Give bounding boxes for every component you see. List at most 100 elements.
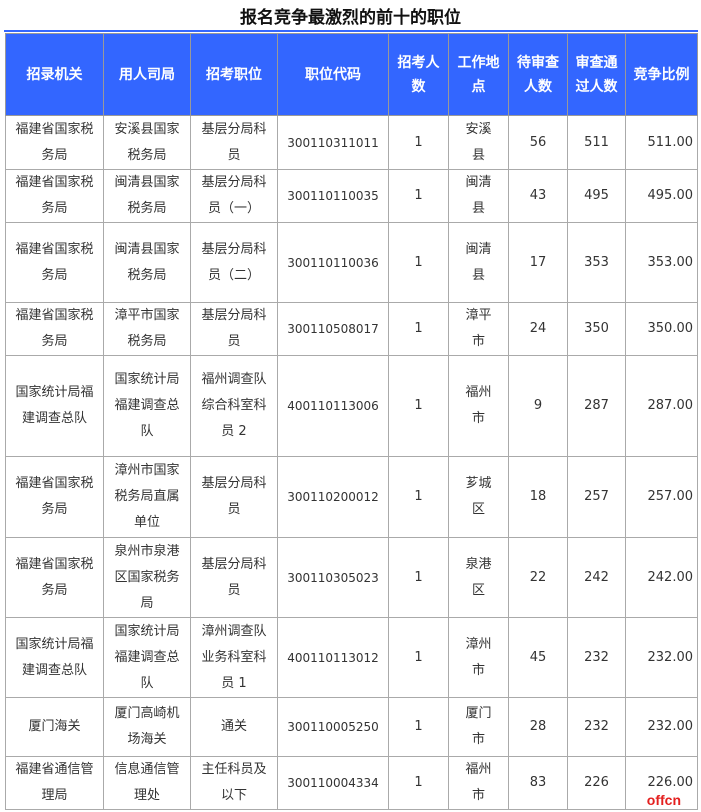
header-ratio: 竞争比例 <box>625 33 698 116</box>
cell-hire-count: 1 <box>388 697 449 757</box>
cell-location: 福州市 <box>448 756 509 810</box>
cell-location: 漳州市 <box>448 617 509 698</box>
header-hire-count: 招考人数 <box>388 33 449 116</box>
cell-department: 漳州市国家税务局直属单位 <box>103 456 191 538</box>
cell-code: 300110005250 <box>277 697 389 757</box>
cell-code: 400110113006 <box>277 355 389 457</box>
cell-location: 漳平市 <box>448 302 509 356</box>
cell-location: 安溪县 <box>448 115 509 170</box>
cell-hire-count: 1 <box>388 169 449 223</box>
cell-ratio: 353.00 <box>625 222 698 303</box>
cell-department: 闽清县国家税务局 <box>103 169 191 223</box>
page-title: 报名竞争最激烈的前十的职位 <box>240 8 461 28</box>
cell-location: 芗城区 <box>448 456 509 538</box>
cell-position: 通关 <box>190 697 278 757</box>
cell-hire-count: 1 <box>388 302 449 356</box>
cell-agency: 福建省国家税务局 <box>5 115 104 170</box>
cell-department: 国家统计局福建调查总队 <box>103 355 191 457</box>
header-row: 招录机关 用人司局 招考职位 职位代码 招考人数 工作地点 待审查人数 审查通过人数 竞争比例 <box>5 33 698 116</box>
cell-approved: 232 <box>567 697 626 757</box>
table-row: 福建省国家税务局 闽清县国家税务局 基层分局科员（二） 300110110036 1 闽清… <box>5 222 698 303</box>
cell-approved: 350 <box>567 302 626 356</box>
cell-approved: 257 <box>567 456 626 538</box>
cell-position: 基层分局科员（一） <box>190 169 278 223</box>
table-row: 福建省国家税务局 泉州市泉港区国家税务局 基层分局科员 300110305023 1 泉港… <box>5 537 698 618</box>
cell-hire-count: 1 <box>388 456 449 538</box>
cell-department: 厦门高崎机场海关 <box>103 697 191 757</box>
cell-department: 泉州市泉港区国家税务局 <box>103 537 191 618</box>
cell-hire-count: 1 <box>388 355 449 457</box>
cell-code: 300110508017 <box>277 302 389 356</box>
cell-code: 300110305023 <box>277 537 389 618</box>
cell-department: 国家统计局福建调查总队 <box>103 617 191 698</box>
offcn-logo: offcn <box>646 792 681 808</box>
cell-location: 厦门市 <box>448 697 509 757</box>
cell-ratio: 226.00 <box>625 756 698 810</box>
cell-position: 基层分局科员 <box>190 456 278 538</box>
cell-ratio: 287.00 <box>625 355 698 457</box>
cell-ratio: 511.00 <box>625 115 698 170</box>
cell-hire-count: 1 <box>388 537 449 618</box>
header-pending: 待审查人数 <box>508 33 568 116</box>
cell-code: 300110004334 <box>277 756 389 810</box>
cell-department: 信息通信管理处 <box>103 756 191 810</box>
cell-department: 闽清县国家税务局 <box>103 222 191 303</box>
cell-agency: 福建省通信管理局 <box>5 756 104 810</box>
cell-ratio: 232.00 <box>625 617 698 698</box>
cell-pending: 83 <box>508 756 568 810</box>
cell-agency: 福建省国家税务局 <box>5 302 104 356</box>
cell-hire-count: 1 <box>388 756 449 810</box>
table-row: 福建省通信管理局 信息通信管理处 主任科员及以下 300110004334 1 福州市 83… <box>5 756 698 810</box>
cell-position: 福州调查队综合科室科员 2 <box>190 355 278 457</box>
cell-pending: 17 <box>508 222 568 303</box>
cell-approved: 242 <box>567 537 626 618</box>
cell-department: 安溪县国家税务局 <box>103 115 191 170</box>
table-row: 福建省国家税务局 闽清县国家税务局 基层分局科员（一） 300110110035 1 闽清… <box>5 169 698 223</box>
cell-pending: 22 <box>508 537 568 618</box>
cell-agency: 国家统计局福建调查总队 <box>5 617 104 698</box>
cell-position: 基层分局科员（二） <box>190 222 278 303</box>
cell-ratio: 495.00 <box>625 169 698 223</box>
header-location: 工作地点 <box>448 33 509 116</box>
cell-hire-count: 1 <box>388 222 449 303</box>
cell-hire-count: 1 <box>388 617 449 698</box>
cell-location: 福州市 <box>448 355 509 457</box>
table-row: 福建省国家税务局 漳州市国家税务局直属单位 基层分局科员 300110200012 1 芗… <box>5 456 698 538</box>
cell-location: 闽清县 <box>448 222 509 303</box>
cell-pending: 28 <box>508 697 568 757</box>
header-code: 职位代码 <box>277 33 389 116</box>
table-row: 福建省国家税务局 漳平市国家税务局 基层分局科员 300110508017 1 漳平市 24… <box>5 302 698 356</box>
cell-approved: 226 <box>567 756 626 810</box>
cell-code: 300110311011 <box>277 115 389 170</box>
cell-position: 漳州调查队业务科室科员 1 <box>190 617 278 698</box>
cell-position: 基层分局科员 <box>190 115 278 170</box>
cell-agency: 福建省国家税务局 <box>5 169 104 223</box>
table-row: 福建省国家税务局 安溪县国家税务局 基层分局科员 300110311011 1 安溪县 56… <box>5 115 698 170</box>
cell-agency: 福建省国家税务局 <box>5 456 104 538</box>
cell-approved: 353 <box>567 222 626 303</box>
cell-approved: 495 <box>567 169 626 223</box>
cell-department: 漳平市国家税务局 <box>103 302 191 356</box>
cell-position: 主任科员及以下 <box>190 756 278 810</box>
cell-agency: 福建省国家税务局 <box>5 537 104 618</box>
cell-pending: 56 <box>508 115 568 170</box>
cell-code: 300110110036 <box>277 222 389 303</box>
cell-ratio: 257.00 <box>625 456 698 538</box>
table-row: 国家统计局福建调查总队 国家统计局福建调查总队 漳州调查队业务科室科员 1 40011… <box>5 617 698 698</box>
cell-ratio: 350.00 <box>625 302 698 356</box>
cell-agency: 福建省国家税务局 <box>5 222 104 303</box>
cell-approved: 232 <box>567 617 626 698</box>
header-department: 用人司局 <box>103 33 191 116</box>
header-approved: 审查通过人数 <box>567 33 626 116</box>
cell-pending: 18 <box>508 456 568 538</box>
cell-code: 300110200012 <box>277 456 389 538</box>
cell-position: 基层分局科员 <box>190 537 278 618</box>
cell-location: 闽清县 <box>448 169 509 223</box>
cell-hire-count: 1 <box>388 115 449 170</box>
cell-ratio: 232.00 <box>625 697 698 757</box>
positions-table: 招录机关 用人司局 招考职位 职位代码 招考人数 工作地点 待审查人数 审查通过人数 竞争比例 … <box>5 33 698 810</box>
header-agency: 招录机关 <box>5 33 104 116</box>
table-row: 厦门海关 厦门高崎机场海关 通关 300110005250 1 厦门市 28 232 232.0… <box>5 697 698 757</box>
cell-pending: 9 <box>508 355 568 457</box>
table-row: 国家统计局福建调查总队 国家统计局福建调查总队 福州调查队综合科室科员 2 40011… <box>5 355 698 457</box>
